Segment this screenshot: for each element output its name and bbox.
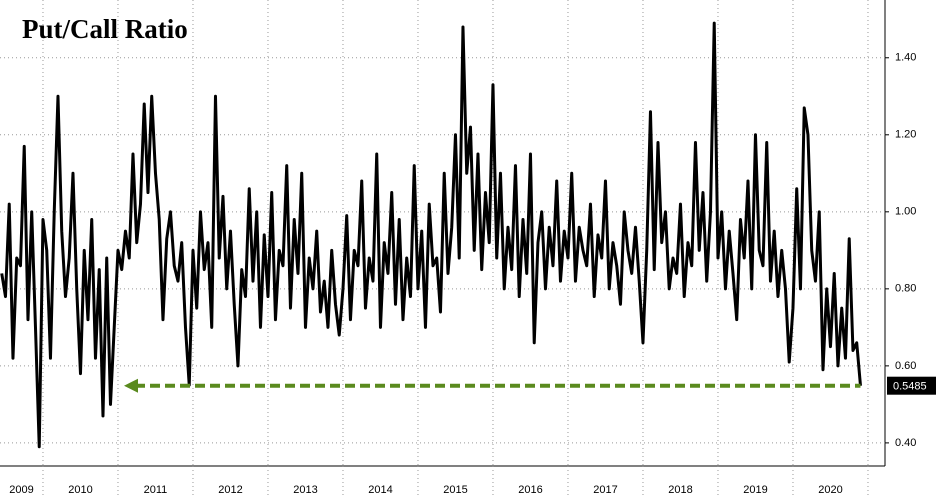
x-tick-label: 2009 xyxy=(9,484,33,496)
annotation-arrow xyxy=(124,378,861,393)
x-tick-label: 2014 xyxy=(368,484,392,496)
x-tick-label: 2019 xyxy=(743,484,767,496)
y-tick-label: 1.20 xyxy=(895,129,916,141)
y-tick-label: 0.40 xyxy=(895,437,916,449)
arrow-head xyxy=(124,378,138,393)
x-tick-label: 2016 xyxy=(518,484,542,496)
line xyxy=(0,21,862,449)
x-tick-label: 2012 xyxy=(218,484,242,496)
x-tick-label: 2018 xyxy=(668,484,692,496)
y-tick-label: 1.00 xyxy=(895,206,916,218)
last-value-label: 0.5485 xyxy=(893,381,927,393)
last-value-box xyxy=(887,376,936,395)
y-tick-label: 0.60 xyxy=(895,360,916,372)
x-tick-label: 2020 xyxy=(818,484,842,496)
chart-title: Put/Call Ratio xyxy=(22,14,188,44)
y-tick-label: 0.80 xyxy=(895,283,916,295)
x-tick-label: 2011 xyxy=(144,484,168,496)
x-tick-label: 2017 xyxy=(593,484,617,496)
x-tick-label: 2010 xyxy=(68,484,92,496)
x-tick-label: 2013 xyxy=(293,484,317,496)
y-tick-label: 1.40 xyxy=(895,52,916,64)
x-tick-label: 2015 xyxy=(443,484,467,496)
